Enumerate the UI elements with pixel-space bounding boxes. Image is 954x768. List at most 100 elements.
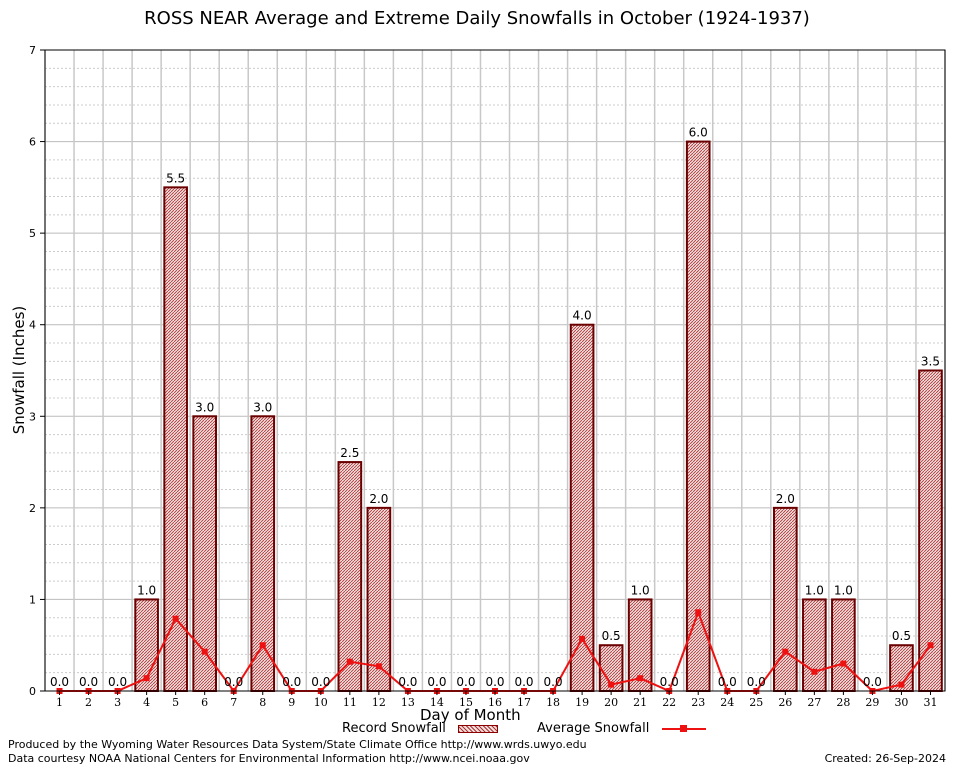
- y-tick-label: 5: [29, 227, 36, 240]
- bar-value-label: 0.0: [544, 675, 563, 689]
- y-tick-label: 4: [29, 319, 36, 332]
- x-tick-label: 24: [720, 696, 734, 709]
- x-tick-label: 8: [259, 696, 266, 709]
- average-point: [637, 675, 644, 682]
- bar-value-label: 1.0: [631, 583, 650, 597]
- bar-value-label: 0.0: [485, 675, 504, 689]
- average-point: [927, 642, 934, 649]
- bar-value-label: 1.0: [137, 583, 156, 597]
- y-axis-title: Snowfall (Inches): [10, 305, 28, 435]
- x-tick-label: 17: [517, 696, 531, 709]
- average-point: [259, 642, 266, 649]
- x-tick-label: 18: [546, 696, 560, 709]
- average-point: [608, 681, 615, 688]
- x-tick-label: 4: [143, 696, 150, 709]
- legend-average-label: Average Snowfall: [537, 721, 650, 736]
- average-point: [840, 660, 847, 667]
- bar-value-label: 0.0: [514, 675, 533, 689]
- average-point: [346, 658, 353, 665]
- y-tick-label: 7: [29, 44, 36, 57]
- bar-value-label: 0.0: [224, 675, 243, 689]
- bar-value-label: 0.0: [718, 675, 737, 689]
- bar-value-label: 5.5: [166, 171, 185, 185]
- average-point: [172, 615, 179, 622]
- x-tick-label: 30: [894, 696, 908, 709]
- x-tick-label: 12: [372, 696, 386, 709]
- bar-value-label: 0.5: [602, 629, 621, 643]
- x-tick-label: 22: [662, 696, 676, 709]
- x-tick-label: 6: [201, 696, 208, 709]
- chart-title: ROSS NEAR Average and Extreme Daily Snow…: [144, 8, 810, 29]
- bar-value-label: 1.0: [834, 583, 853, 597]
- x-tick-label: 15: [459, 696, 473, 709]
- bar-value-label: 2.5: [340, 446, 359, 460]
- record-bar: [337, 461, 363, 693]
- x-tick-label: 2: [85, 696, 92, 709]
- x-tick-label: 26: [778, 696, 792, 709]
- bar-value-label: 4.0: [573, 309, 592, 323]
- bar-value-label: 0.0: [863, 675, 882, 689]
- record-bar: [802, 598, 827, 693]
- bar-value-label: 0.0: [398, 675, 417, 689]
- y-tick-label: 2: [29, 502, 36, 515]
- average-point: [811, 668, 818, 675]
- x-axis-title: Day of Month: [420, 706, 521, 724]
- data-labels: 0.0 0.0 0.0 1.0 5.5 3.0 0.0 3.0 0.0 0.0 2.5 2.0 0.0 0…: [50, 126, 940, 689]
- x-tick-label: 25: [749, 696, 763, 709]
- x-tick-label: 16: [488, 696, 502, 709]
- x-tick-label: 7: [230, 696, 237, 709]
- x-tick-label: 20: [604, 696, 618, 709]
- bar-value-label: 0.0: [747, 675, 766, 689]
- bar-value-label: 2.0: [369, 492, 388, 506]
- legend-record-swatch: [458, 725, 498, 733]
- bar-value-label: 0.0: [79, 675, 98, 689]
- record-bar: [685, 140, 711, 693]
- average-point: [782, 648, 789, 655]
- bar-value-label: 0.0: [108, 675, 127, 689]
- x-tick-label: 13: [401, 696, 415, 709]
- x-tick-label: 3: [114, 696, 121, 709]
- x-tick-label: 19: [575, 696, 589, 709]
- legend-average-marker: [680, 725, 687, 732]
- bar-value-label: 3.0: [253, 400, 272, 414]
- credit-line-1: Produced by the Wyoming Water Resources …: [8, 738, 587, 751]
- bar-value-label: 0.0: [660, 675, 679, 689]
- x-tick-label: 29: [865, 696, 879, 709]
- legend-record-label: Record Snowfall: [342, 721, 446, 736]
- average-point: [579, 635, 586, 642]
- bar-value-label: 0.0: [311, 675, 330, 689]
- bar-value-label: 2.0: [776, 492, 795, 506]
- average-point: [201, 648, 208, 655]
- x-tick-label: 9: [288, 696, 295, 709]
- bar-value-label: 0.0: [456, 675, 475, 689]
- y-tick-label: 0: [29, 685, 36, 698]
- x-tick-label: 10: [314, 696, 328, 709]
- bar-value-label: 0.0: [282, 675, 301, 689]
- x-tick-label: 5: [172, 696, 179, 709]
- x-tick-label: 27: [807, 696, 821, 709]
- credit-line-2: Data courtesy NOAA National Centers for …: [8, 752, 530, 765]
- record-bar: [250, 415, 276, 692]
- created-date: Created: 26-Sep-2024: [824, 752, 946, 765]
- bar-value-label: 1.0: [805, 583, 824, 597]
- x-tick-label: 11: [343, 696, 357, 709]
- average-point: [898, 681, 905, 688]
- bar-value-label: 0.0: [50, 675, 69, 689]
- bar-value-label: 0.5: [892, 629, 911, 643]
- record-bar: [831, 598, 856, 693]
- y-tick-label: 3: [29, 410, 36, 423]
- y-tick-label: 1: [29, 593, 36, 606]
- y-tick-label: 6: [29, 136, 36, 149]
- bars: [134, 140, 943, 693]
- x-tick-label: 14: [430, 696, 444, 709]
- x-tick-label: 31: [923, 696, 937, 709]
- record-bar: [163, 186, 188, 692]
- average-point: [143, 675, 150, 682]
- x-tick-label: 28: [836, 696, 850, 709]
- x-tick-label: 23: [691, 696, 705, 709]
- x-tick-label: 21: [633, 696, 647, 709]
- bar-value-label: 3.5: [921, 355, 940, 369]
- average-point: [375, 663, 382, 670]
